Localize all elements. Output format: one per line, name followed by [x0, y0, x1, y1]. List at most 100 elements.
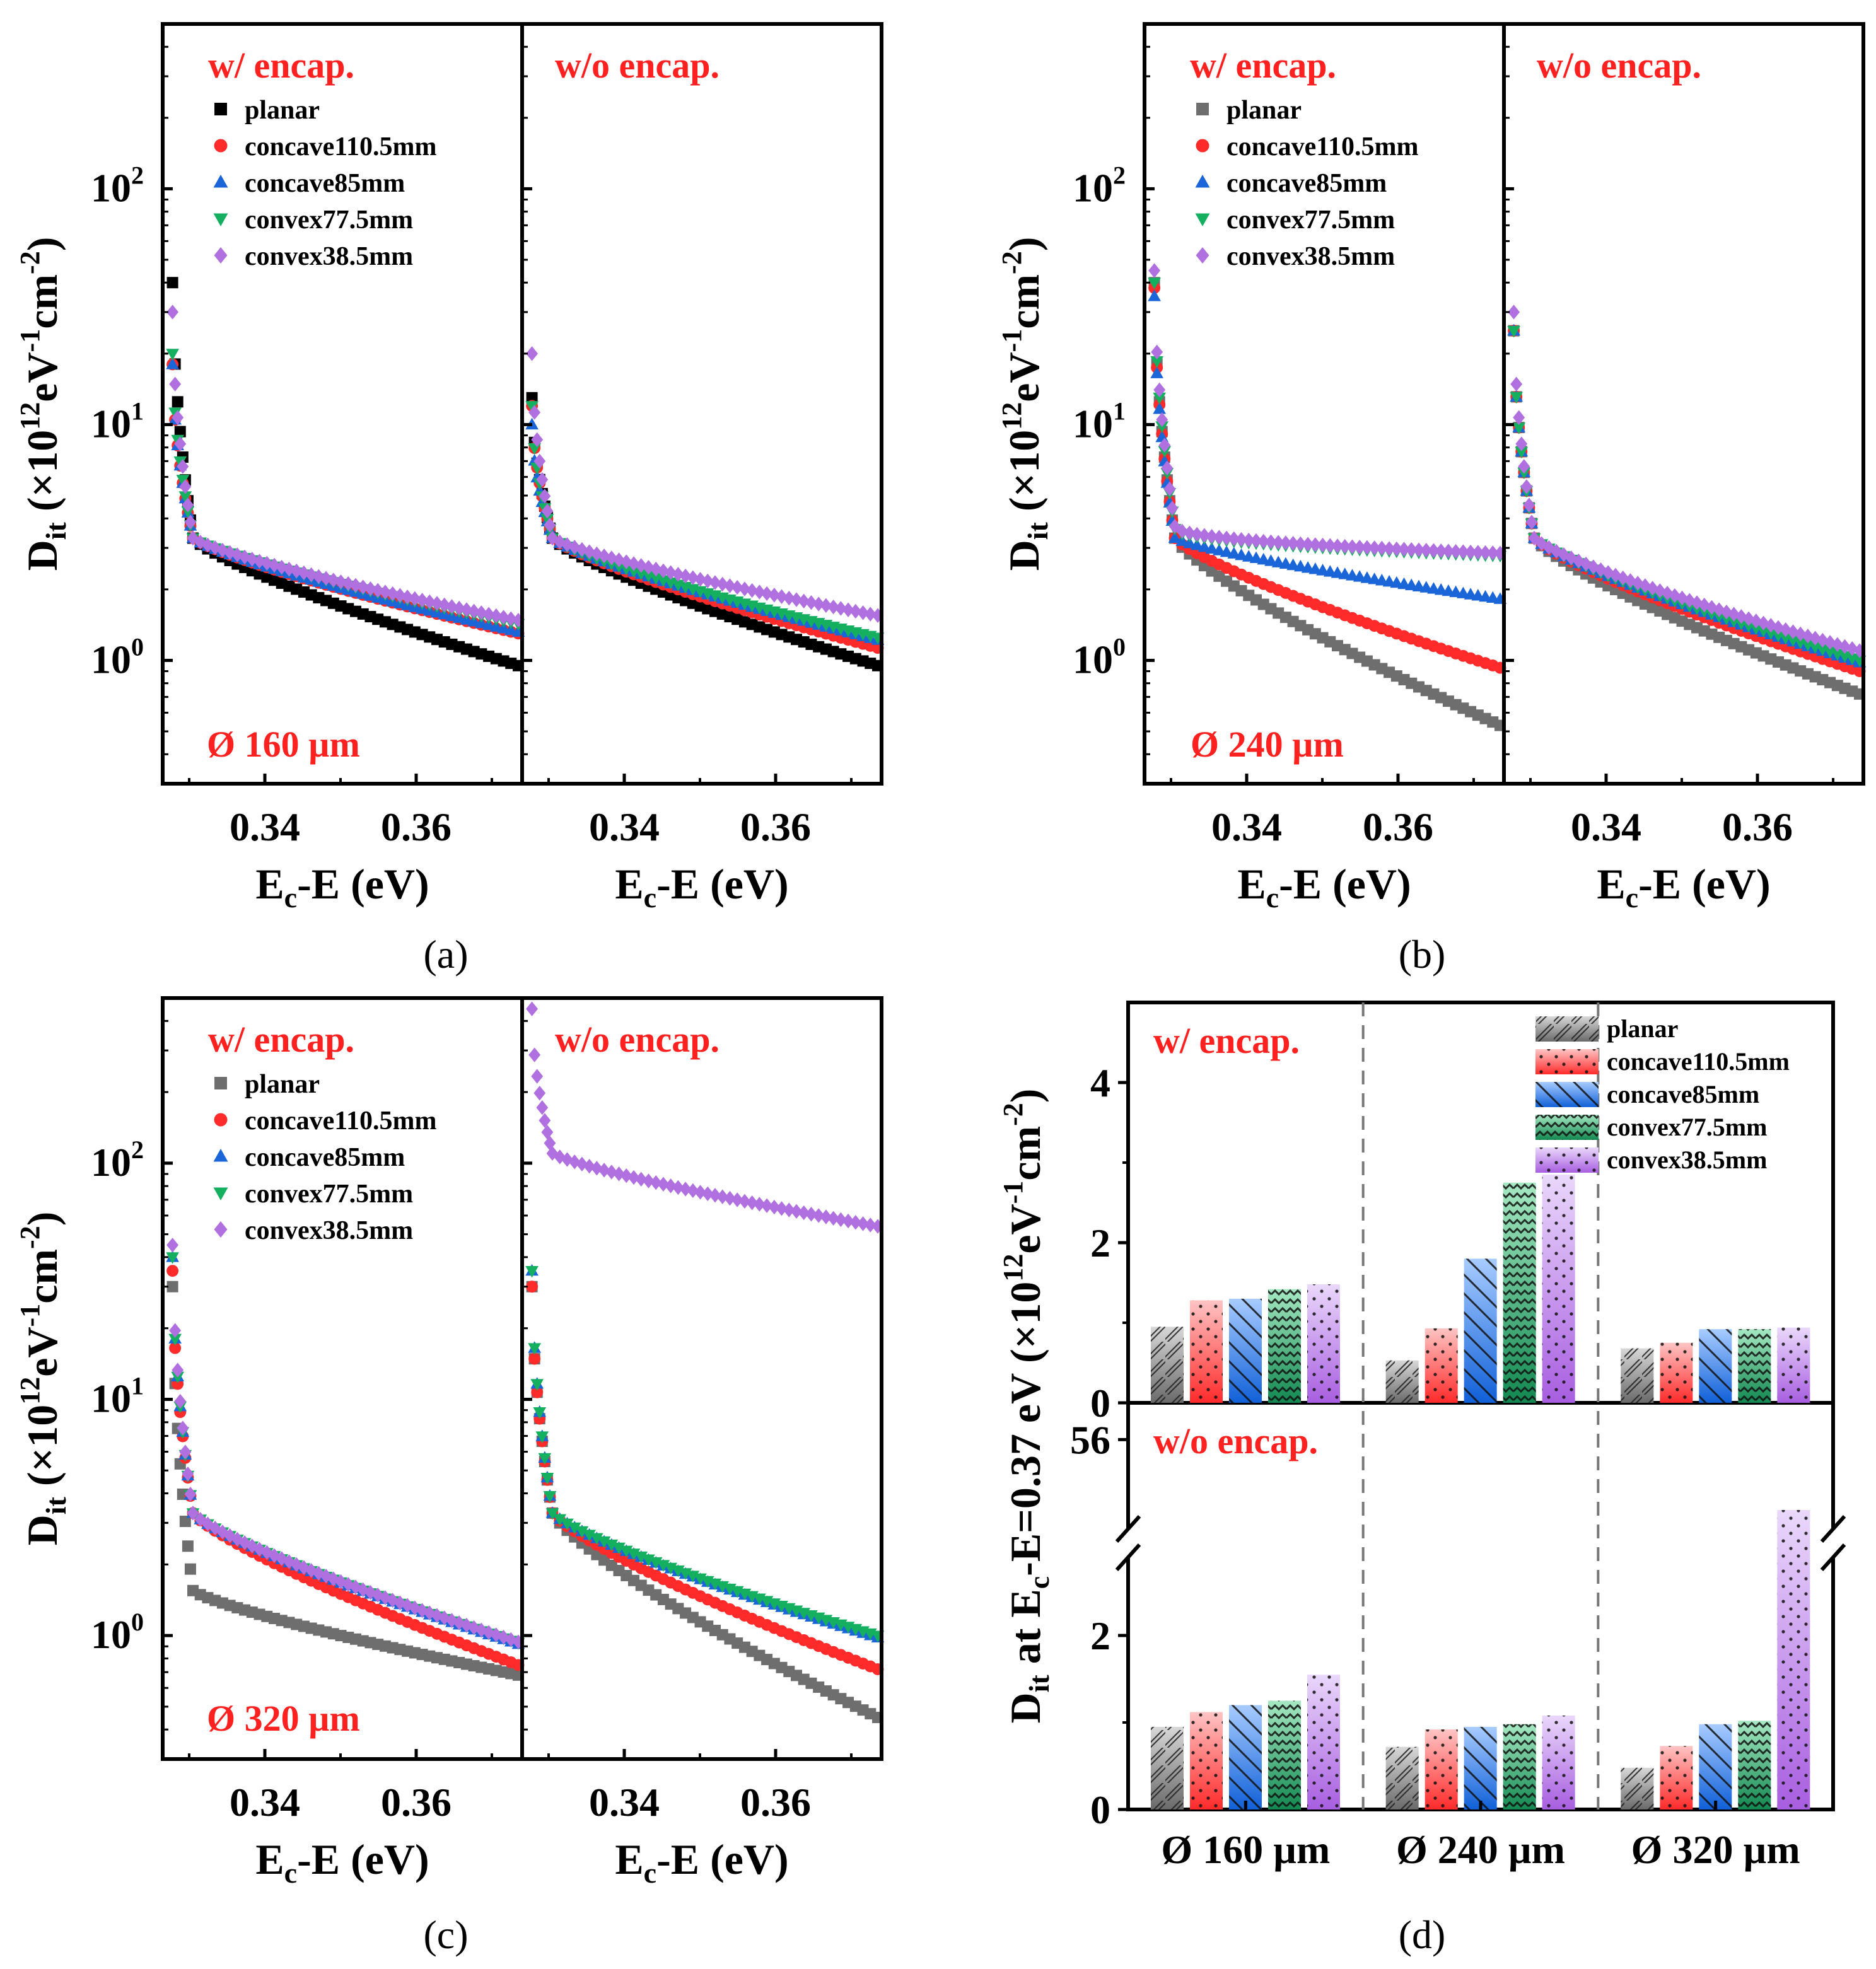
data-point — [526, 392, 538, 404]
data-point — [1257, 552, 1271, 565]
data-point — [166, 305, 179, 320]
data-point — [605, 1539, 619, 1552]
data-point — [526, 346, 539, 361]
data-point — [238, 549, 251, 565]
data-point — [209, 540, 221, 555]
legend-marker — [1195, 175, 1210, 188]
data-point — [1691, 595, 1703, 610]
legend-label: planar — [1226, 96, 1302, 125]
data-point — [531, 1386, 544, 1398]
data-point — [1150, 366, 1163, 378]
data-point — [1435, 543, 1447, 559]
data-point — [538, 1453, 552, 1465]
data-point — [173, 456, 187, 468]
x-axis-label: Ec-E (eV) — [1237, 860, 1411, 914]
subplot-with-encap: w/ encap. 0.34 0.36 Ec-E (eV) planar concave1… — [1143, 22, 1507, 914]
bar-pattern — [1190, 1300, 1223, 1403]
data-point — [1520, 479, 1533, 494]
data-point — [650, 561, 662, 577]
data-point — [1339, 538, 1351, 554]
data-point — [475, 605, 487, 620]
data-point — [746, 583, 759, 598]
legend-marker — [214, 103, 227, 115]
legend-marker — [1195, 213, 1210, 226]
data-point — [1148, 277, 1161, 290]
data-point — [598, 549, 610, 564]
subplot-label-with-encap: w/ encap. — [1153, 1020, 1300, 1061]
subplot-label-without-encap: w/o encap. — [1153, 1420, 1318, 1461]
data-point — [1317, 537, 1329, 553]
diameter-label-a: Ø 160 µm — [207, 724, 360, 765]
data-point — [1271, 555, 1285, 567]
data-point — [1464, 544, 1477, 560]
data-point — [525, 401, 539, 413]
axis-break-mark — [1820, 1514, 1846, 1543]
data-point — [539, 489, 551, 504]
data-point — [724, 1190, 736, 1206]
y-tick-label: 100 — [1073, 632, 1126, 682]
x-tick-label: 0.34 — [230, 1780, 300, 1825]
bar-pattern — [1777, 1327, 1810, 1403]
data-point — [1457, 544, 1469, 559]
legend-marker — [1196, 139, 1209, 153]
data-point — [1198, 528, 1211, 543]
data-point — [1510, 392, 1523, 404]
data-point — [590, 1161, 603, 1176]
legend-label: convex38.5mm — [245, 242, 413, 271]
legend-label: planar — [245, 96, 320, 125]
data-point — [453, 600, 465, 616]
data-point — [776, 589, 788, 604]
caption-c: (c) — [423, 1912, 468, 1957]
data-point — [504, 623, 518, 636]
data-point — [827, 1211, 840, 1226]
data-point — [536, 472, 549, 487]
legend-label: planar — [1607, 1014, 1678, 1043]
data-point — [1176, 523, 1189, 539]
x-tick-label: 0.34 — [589, 804, 660, 849]
series-concave110.5mm — [1148, 282, 1506, 674]
data-point — [166, 1281, 178, 1292]
series-planar — [526, 1281, 883, 1724]
data-point — [1272, 535, 1285, 550]
data-point — [679, 1182, 692, 1197]
bar-pattern — [1229, 1705, 1262, 1809]
y-axis-label: Dit (×1012eV-1cm-2) — [15, 237, 72, 571]
bar-pattern — [1621, 1348, 1654, 1403]
legend-swatch-pattern — [1535, 1016, 1599, 1042]
data-point — [504, 1632, 517, 1647]
category-label: Ø 320 µm — [1631, 1827, 1800, 1872]
legend-marker — [213, 175, 228, 188]
data-point — [1450, 543, 1462, 559]
data-point — [643, 560, 655, 575]
data-point — [627, 1548, 641, 1560]
bar-pattern — [1503, 1182, 1536, 1403]
y-tick-label: 102 — [91, 1136, 144, 1185]
data-point — [1518, 459, 1530, 474]
bar-series-concave85mm — [1229, 1705, 1732, 1809]
data-point — [1148, 263, 1161, 278]
data-point — [1824, 635, 1836, 650]
data-point — [1428, 543, 1440, 558]
data-point — [1213, 543, 1226, 555]
subplot-label: w/ encap. — [208, 1019, 354, 1060]
data-point — [805, 1207, 817, 1222]
data-point — [174, 426, 186, 438]
series-concave110.5mm — [166, 358, 525, 640]
y-tick-label: 4 — [1090, 1060, 1110, 1105]
bar-pattern — [1660, 1342, 1693, 1403]
data-point — [482, 1625, 495, 1640]
data-point — [1353, 540, 1366, 555]
data-point — [768, 588, 781, 603]
category-label: Ø 160 µm — [1161, 1827, 1330, 1872]
data-point — [539, 1113, 551, 1128]
data-point — [627, 1170, 640, 1185]
bar-pattern — [1229, 1298, 1262, 1403]
data-point — [709, 575, 721, 590]
bar-series-convex38.5mm — [1307, 1175, 1810, 1403]
data-point — [531, 432, 544, 448]
data-point — [1150, 356, 1163, 368]
data-point — [1772, 620, 1785, 635]
data-point — [1153, 392, 1167, 405]
legend-label: convex38.5mm — [245, 1216, 413, 1245]
data-point — [490, 608, 503, 624]
